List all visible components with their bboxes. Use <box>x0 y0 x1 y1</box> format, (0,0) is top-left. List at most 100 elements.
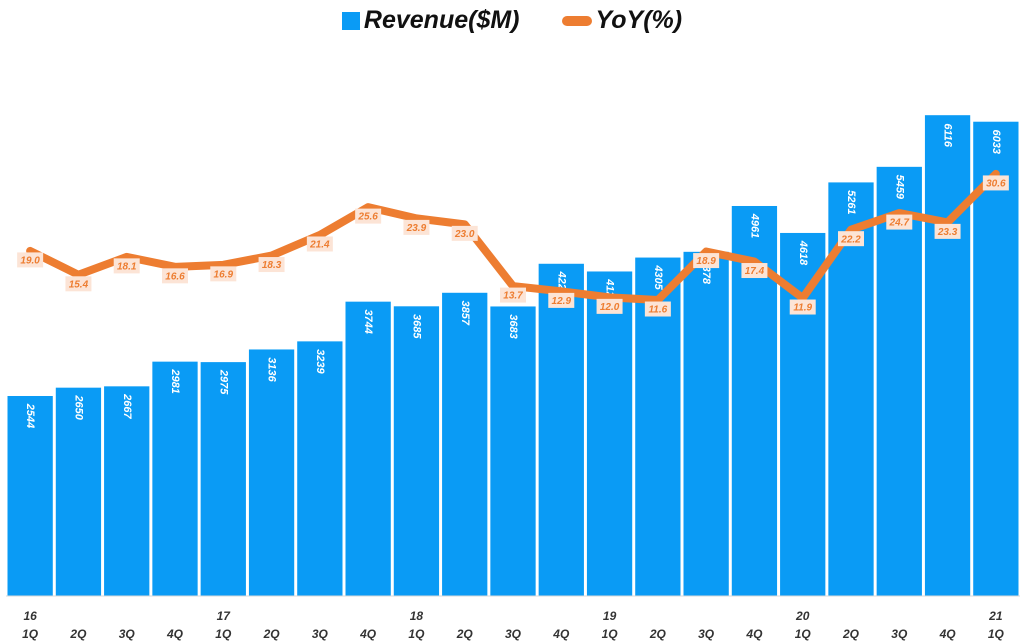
x-tick-label-17: 2Q <box>842 627 860 641</box>
yoy-value-label-1: 15.4 <box>69 279 89 290</box>
yoy-point-16: 11.9 <box>789 299 816 315</box>
bar-9 <box>442 292 488 596</box>
bar-2 <box>104 386 150 596</box>
yoy-value-label-14: 18.9 <box>696 256 716 267</box>
yoy-label-bg-5 <box>258 257 285 273</box>
yoy-line <box>26 169 1000 305</box>
yoy-point-3: 16.6 <box>162 268 188 284</box>
bar-value-label-2: 2667 <box>121 393 133 419</box>
x-tick-label-20: 1Q <box>988 627 1005 641</box>
yoy-label-bg-0 <box>17 252 44 268</box>
bar-value-label-8: 3685 <box>411 314 423 339</box>
yoy-point-20: 30.6 <box>982 175 1009 191</box>
yoy-value-label-5: 18.3 <box>262 260 282 271</box>
bar-value-label-9: 3857 <box>459 301 471 326</box>
yoy-value-label-2: 18.1 <box>117 262 137 273</box>
x-year-label-0: 16 <box>23 609 37 623</box>
bar-8 <box>393 306 440 596</box>
yoy-point-4: 16.9 <box>210 266 237 282</box>
bar-11 <box>538 263 584 596</box>
bar-14 <box>683 251 729 597</box>
yoy-value-label-9: 23.0 <box>454 229 475 240</box>
yoy-value-label-19: 23.3 <box>937 227 958 238</box>
yoy-point-12: 12.0 <box>596 298 623 314</box>
line-series: 19.0 15.4 18.1 16.6 16.9 18.3 21.4 25.6 23.9 23.0… <box>17 169 1009 317</box>
x-tick-label-11: 4Q <box>552 627 570 641</box>
bar-value-label-17: 5261 <box>845 190 857 214</box>
yoy-label-bg-16 <box>789 299 816 315</box>
yoy-label-bg-12 <box>596 298 623 314</box>
x-tick-label-2: 3Q <box>119 627 136 641</box>
bar-value-label-6: 3239 <box>314 349 326 374</box>
yoy-point-10: 13.7 <box>500 287 526 303</box>
yoy-value-label-7: 25.6 <box>357 212 378 223</box>
x-tick-label-14: 3Q <box>698 627 715 641</box>
x-tick-label-8: 1Q <box>408 627 425 641</box>
bar-value-label-0: 2544 <box>24 403 36 428</box>
bar-series: 2544 2650 2667 2981 2975 3136 3239 3744 3685 3857… <box>7 115 1019 597</box>
bar-5 <box>248 349 295 596</box>
x-tick-label-1: 2Q <box>69 627 87 641</box>
yoy-value-label-17: 22.2 <box>840 234 861 245</box>
yoy-point-14: 18.9 <box>693 253 720 269</box>
yoy-label-bg-6 <box>306 236 333 252</box>
bar-1 <box>55 387 102 596</box>
x-year-label-4: 17 <box>217 609 232 623</box>
bar-20 <box>973 121 1019 597</box>
yoy-label-bg-3 <box>162 268 188 284</box>
yoy-value-label-16: 11.9 <box>793 303 812 314</box>
legend-revenue-label: Revenue($M) <box>363 6 520 34</box>
yoy-label-bg-9 <box>451 225 478 241</box>
yoy-value-label-18: 24.7 <box>889 218 910 229</box>
yoy-swatch <box>561 15 592 26</box>
x-tick-label-5: 2Q <box>263 627 281 641</box>
x-year-label-8: 18 <box>410 609 424 623</box>
bar-18 <box>876 166 922 596</box>
yoy-label-bg-19 <box>934 223 961 239</box>
bar-value-label-18: 5459 <box>893 175 905 200</box>
yoy-value-label-3: 16.6 <box>165 271 185 282</box>
x-tick-label-4: 1Q <box>215 627 232 641</box>
yoy-value-label-13: 11.6 <box>648 305 667 316</box>
yoy-value-label-11: 12.9 <box>552 296 572 307</box>
x-tick-label-16: 1Q <box>795 627 812 641</box>
yoy-point-15: 17.4 <box>741 263 768 279</box>
yoy-label-bg-15 <box>741 263 768 279</box>
bar-4 <box>200 362 246 596</box>
bar-value-label-3: 2981 <box>169 368 181 393</box>
yoy-point-18: 24.7 <box>886 214 913 230</box>
x-tick-label-6: 3Q <box>312 627 329 641</box>
yoy-value-label-12: 12.0 <box>600 302 620 313</box>
x-tick-label-13: 2Q <box>649 627 667 641</box>
x-tick-label-15: 4Q <box>745 627 763 641</box>
x-tick-label-10: 3Q <box>505 627 522 641</box>
yoy-point-19: 23.3 <box>934 223 961 239</box>
yoy-value-label-15: 17.4 <box>745 266 765 277</box>
x-tick-label-7: 4Q <box>359 627 377 641</box>
legend-item-yoy[interactable]: YoY(%) <box>561 6 682 35</box>
revenue-swatch <box>341 11 360 30</box>
x-year-label-16: 20 <box>795 609 810 623</box>
yoy-point-1: 15.4 <box>65 276 92 292</box>
yoy-value-label-6: 21.4 <box>309 240 330 251</box>
yoy-label-bg-2 <box>113 258 140 274</box>
yoy-point-9: 23.0 <box>451 225 478 241</box>
legend: Revenue($M) YoY(%) <box>0 6 1024 35</box>
bar-7 <box>345 301 391 596</box>
yoy-point-0: 19.0 <box>17 252 44 268</box>
x-tick-label-18: 3Q <box>891 627 908 641</box>
legend-item-revenue[interactable]: Revenue($M) <box>341 6 520 35</box>
yoy-point-8: 23.9 <box>403 219 430 235</box>
yoy-point-7: 25.6 <box>355 208 382 224</box>
bar-10 <box>490 306 536 596</box>
x-tick-label-12: 1Q <box>602 627 619 641</box>
yoy-point-11: 12.9 <box>548 292 575 308</box>
bar-value-label-4: 2975 <box>217 369 229 395</box>
bar-value-label-19: 6116 <box>942 123 954 148</box>
bar-0 <box>7 396 53 596</box>
bar-19 <box>924 115 971 597</box>
bar-6 <box>297 341 343 596</box>
yoy-value-label-8: 23.9 <box>406 223 427 234</box>
yoy-value-label-4: 16.9 <box>214 269 234 280</box>
yoy-label-bg-13 <box>644 301 671 317</box>
